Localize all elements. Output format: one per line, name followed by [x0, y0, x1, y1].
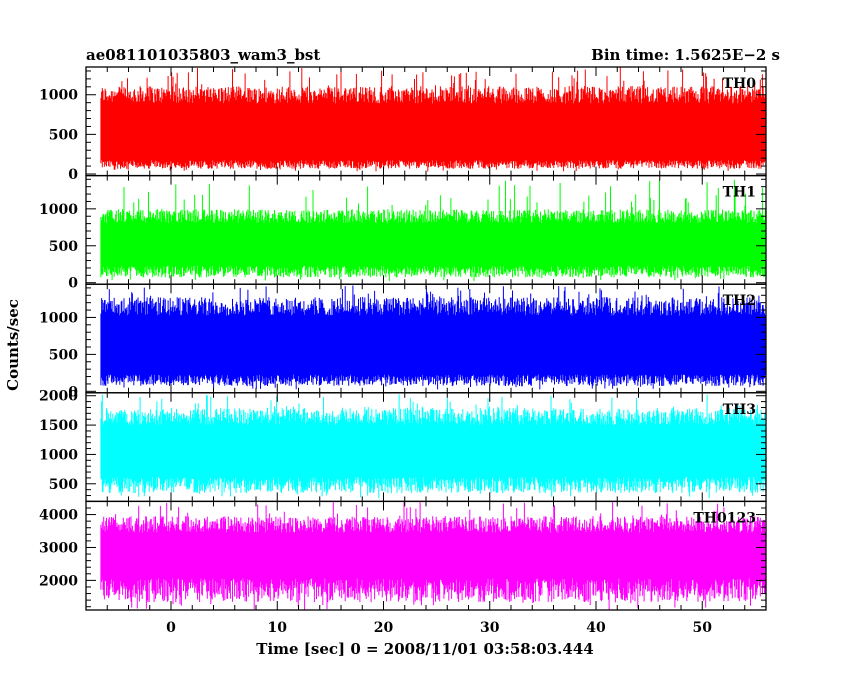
y-tick-label: 500 [49, 347, 78, 363]
series-trace-th1 [100, 179, 767, 282]
series-trace-th3 [100, 394, 767, 499]
panel-th1: 0 500 1000 TH1 [39, 174, 767, 292]
series-trace-th2 [100, 285, 767, 390]
y-tick-label: 500 [49, 127, 78, 143]
x-tick-label: 30 [480, 620, 500, 636]
y-tick-label: 0 [68, 384, 78, 400]
x-tick-label: 0 [166, 620, 176, 636]
panel-label-th2: TH2 [723, 293, 756, 309]
x-axis-title: Time [sec] 0 = 2008/11/01 03:58:03.444 [256, 640, 593, 658]
y-tick-label: 4000 [39, 508, 78, 524]
y-tick-label: 1000 [39, 88, 78, 104]
x-tick-label: 40 [586, 620, 606, 636]
y-axis-title: Counts/sec [4, 299, 22, 391]
y-tick-label: 500 [49, 239, 78, 255]
panel-label-th0: TH0 [723, 76, 757, 92]
y-tick-label: 2000 [39, 389, 78, 405]
figure-title: ae081101035803_wam3_bst [86, 46, 320, 64]
series-trace-th0123 [100, 501, 767, 610]
panel-th3: 500 1000 1500 2000 TH3 [39, 389, 767, 503]
panel-th2: 0 500 1000 TH2 [39, 283, 767, 400]
series-trace-th0 [100, 67, 767, 172]
y-tick-label: 3000 [39, 540, 78, 556]
panel-label-th1: TH1 [723, 185, 756, 201]
y-tick-label: 1500 [39, 418, 78, 434]
y-tick-label: 1000 [39, 310, 78, 326]
x-tick-label: 10 [268, 620, 288, 636]
y-tick-label: 0 [68, 167, 78, 183]
y-tick-label: 1000 [39, 202, 78, 218]
panel-label-th3: TH3 [723, 402, 756, 418]
bin-time-label: Bin time: 1.5625E−2 s [591, 46, 780, 64]
y-tick-label: 2000 [39, 573, 78, 589]
y-tick-label: 500 [49, 477, 78, 493]
panel-th0: 0 500 1000 TH0 [39, 66, 767, 183]
panel-label-th0123: TH0123 [693, 510, 756, 526]
panels: 0 500 1000 TH0 0 500 1000 TH1 0 500 1000 TH2 500 1000… [39, 66, 767, 611]
x-tick-label: 20 [374, 620, 394, 636]
x-axis-tick-labels: 0 10 20 30 40 50 [166, 620, 712, 636]
y-tick-label: 0 [68, 276, 78, 292]
x-tick-label: 50 [693, 620, 713, 636]
panel-th0123: 2000 3000 4000 TH0123 [39, 500, 767, 611]
y-tick-label: 1000 [39, 447, 78, 463]
